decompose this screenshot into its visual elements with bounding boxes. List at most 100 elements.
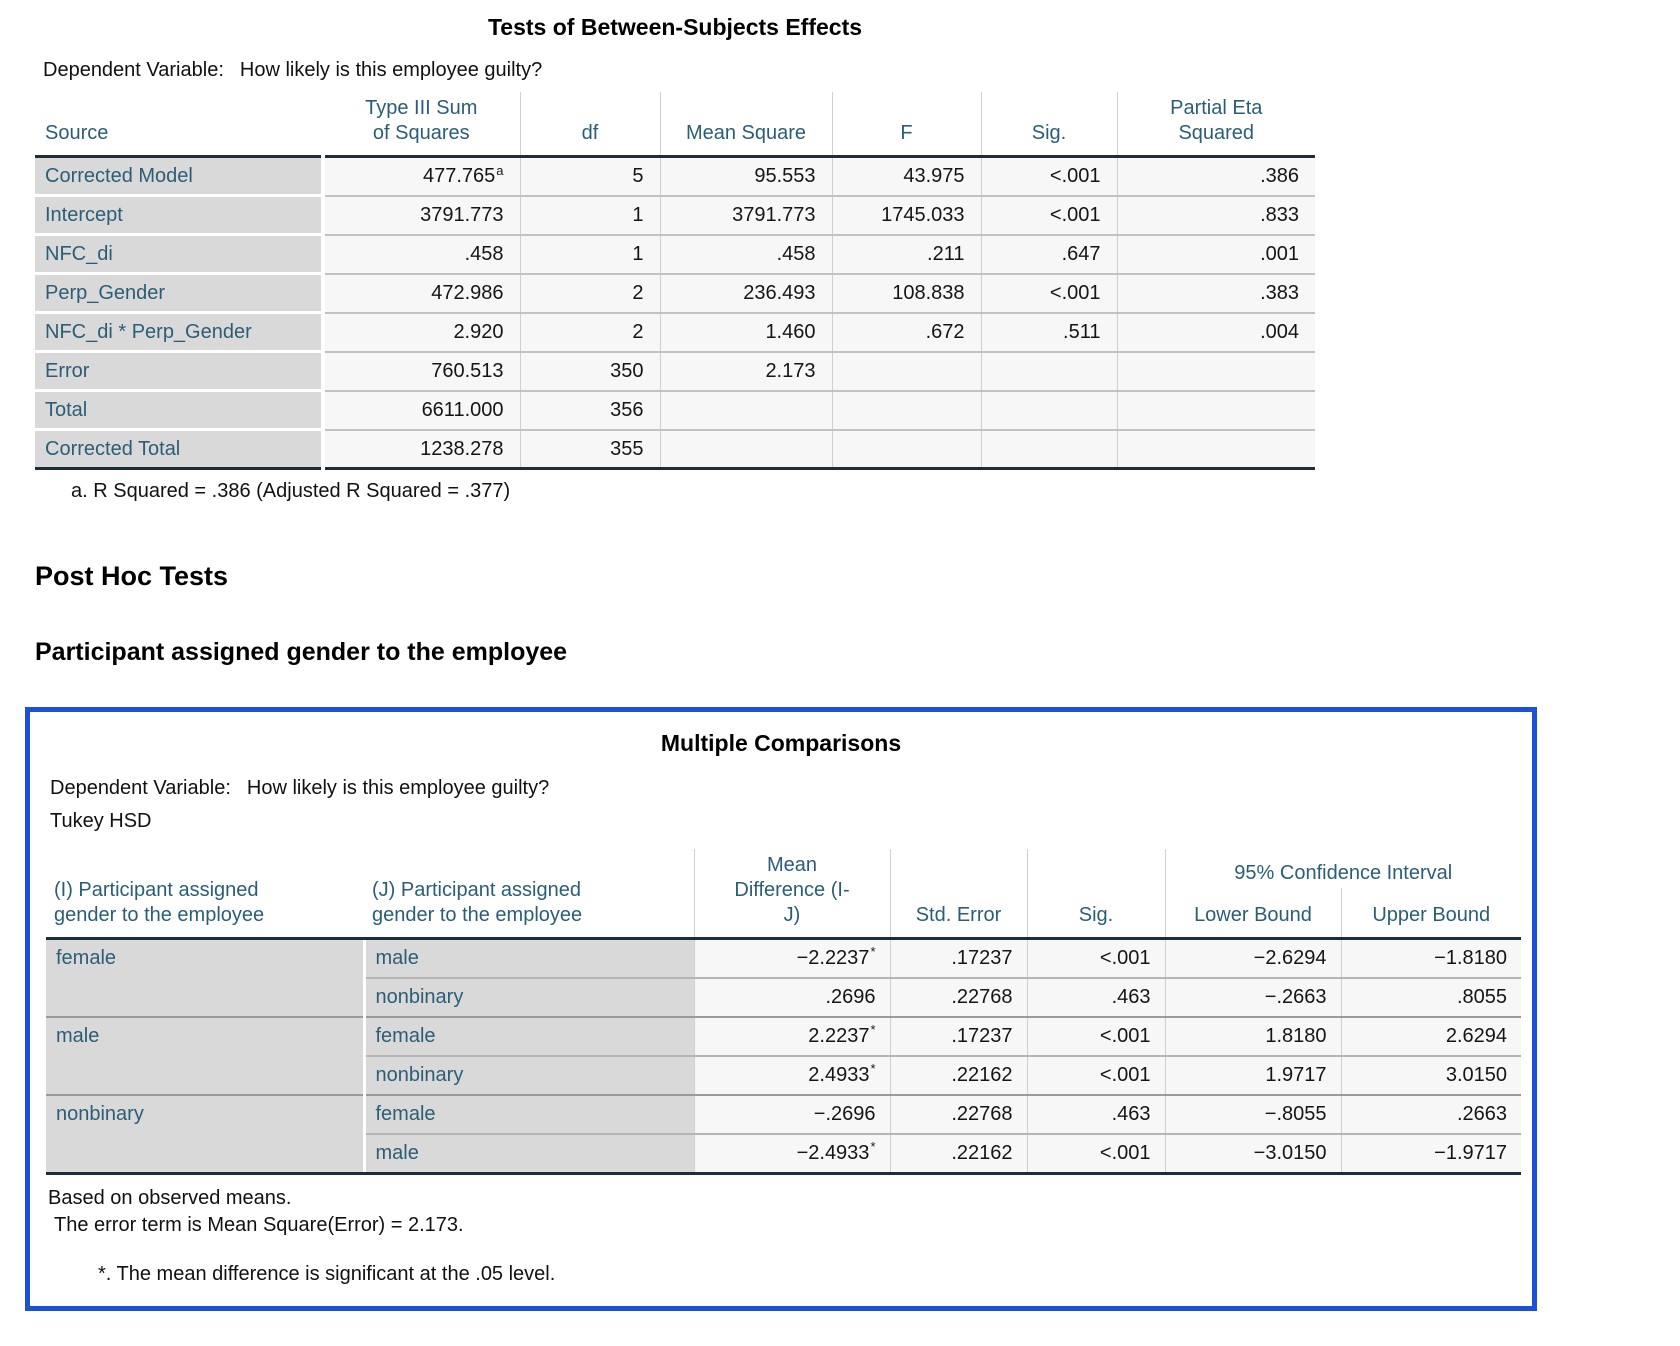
dependent-variable-label: Dependent Variable:: [43, 59, 224, 81]
footnote-observed-means: Based on observed means.: [48, 1187, 292, 1209]
cell-ss: 1238.278: [321, 429, 520, 470]
row-label: Error: [35, 351, 323, 392]
cell-eta: [1116, 390, 1315, 431]
col-sig: Sig.: [1026, 849, 1165, 940]
j-label: male: [362, 938, 694, 979]
cell-std-error: .22162: [889, 1056, 1027, 1096]
cell-eta: .383: [1116, 273, 1315, 314]
cell-sig: <.001: [1026, 1056, 1165, 1096]
row-label: Corrected Model: [35, 156, 323, 197]
cell-sig: <.001: [1026, 1017, 1165, 1057]
cell-ms: [659, 429, 832, 470]
dependent-variable-line: Dependent Variable: How likely is this em…: [50, 777, 1516, 800]
header-row: Source Type III Sum of Squares df Mean S…: [35, 92, 1315, 158]
cell-std-error: .22162: [889, 1134, 1027, 1175]
cell-df: 356: [519, 390, 660, 431]
cell-upper-bound: −1.8180: [1340, 938, 1522, 979]
cell-lower-bound: −2.6294: [1164, 938, 1341, 979]
i-group-label: male: [46, 1017, 364, 1096]
cell-eta: .386: [1116, 156, 1315, 197]
cell-std-error: .22768: [889, 1095, 1027, 1135]
page: { "colors": { "selection_blue": "#1d50d8…: [0, 14, 1680, 1346]
cell-eta: [1116, 351, 1315, 392]
row-label: NFC_di: [35, 234, 323, 275]
between-subjects-table[interactable]: Source Type III Sum of Squares df Mean S…: [35, 92, 1315, 470]
col-j-participant: (J) Participant assigned gender to the e…: [364, 849, 694, 940]
between-subjects-title: Tests of Between-Subjects Effects: [487, 14, 863, 40]
cell-ms: 95.553: [659, 156, 832, 197]
table-row: Intercept 3791.773 1 3791.773 1745.033 <…: [35, 195, 1315, 236]
cell-df: 2: [519, 273, 660, 314]
cell-df: 350: [519, 351, 660, 392]
cell-f: 108.838: [831, 273, 981, 314]
cell-sig: .511: [980, 312, 1117, 353]
col-confidence-interval: 95% Confidence Interval: [1164, 849, 1522, 889]
cell-ms: [659, 390, 832, 431]
col-upper-bound: Upper Bound: [1340, 888, 1522, 941]
cell-f: [831, 390, 981, 431]
cell-ss: 3791.773: [321, 195, 520, 236]
cell-f: 1745.033: [831, 195, 981, 236]
col-type-iii-sum: Type III Sum of Squares: [323, 92, 520, 158]
cell-df: 355: [519, 429, 660, 470]
table-row: male female 2.2237* .17237 <.001 1.8180 …: [46, 1017, 1522, 1096]
cell-f: 43.975: [831, 156, 981, 197]
cell-eta: .004: [1116, 312, 1315, 353]
table-row: nonbinary .2696 .22768 .463 −.2663 .8055: [46, 978, 1522, 1018]
table-row: NFC_di * Perp_Gender 2.920 2 1.460 .672 …: [35, 312, 1315, 353]
header-row: (I) Participant assigned gender to the e…: [46, 849, 1522, 940]
table-row: Total 6611.000 356: [35, 390, 1315, 431]
significance-asterisk: *: [870, 944, 876, 960]
col-sig: Sig.: [980, 92, 1117, 158]
significance-asterisk: *: [870, 1022, 876, 1038]
cell-lower-bound: −.2663: [1164, 978, 1341, 1018]
table-row: male −2.4933* .22162 <.001 −3.0150 −1.97…: [46, 1134, 1522, 1175]
cell-mean-difference: .2696: [693, 978, 890, 1018]
multiple-comparisons-selected-output[interactable]: Multiple Comparisons Dependent Variable:…: [25, 707, 1537, 1311]
cell-lower-bound: −3.0150: [1164, 1134, 1341, 1175]
table-row: NFC_di .458 1 .458 .211 .647 .001: [35, 234, 1315, 275]
cell-f: [831, 351, 981, 392]
cell-sig: .463: [1026, 978, 1165, 1018]
subheader-row: Lower Bound Upper Bound: [46, 888, 1522, 941]
cell-ms: 1.460: [659, 312, 832, 353]
cell-mean-difference: −2.2237*: [693, 938, 890, 979]
r-squared-footnote: a. R Squared = .386 (Adjusted R Squared …: [71, 480, 511, 502]
cell-mean-difference: −2.4933*: [693, 1134, 890, 1175]
col-mean-square: Mean Square: [659, 92, 832, 158]
cell-ss: 472.986: [321, 273, 520, 314]
cell-df: 1: [519, 195, 660, 236]
cell-upper-bound: 2.6294: [1340, 1017, 1522, 1057]
table-row: nonbinary 2.4933* .22162 <.001 1.9717 3.…: [46, 1056, 1522, 1096]
multiple-comparisons-title: Multiple Comparisons: [660, 730, 902, 756]
col-lower-bound: Lower Bound: [1164, 888, 1341, 941]
j-label: nonbinary: [362, 1056, 694, 1096]
table-row: Error 760.513 350 2.173: [35, 351, 1315, 392]
cell-mean-difference: 2.2237*: [693, 1017, 890, 1057]
cell-ss: 477.765a: [321, 156, 520, 197]
dependent-variable-value: How likely is this employee guilty?: [246, 777, 550, 799]
col-partial-eta: Partial Eta Squared: [1116, 92, 1315, 158]
table-row: Perp_Gender 472.986 2 236.493 108.838 <.…: [35, 273, 1315, 314]
cell-f: .211: [831, 234, 981, 275]
cell-sig: .647: [980, 234, 1117, 275]
cell-sig: <.001: [1026, 1134, 1165, 1175]
cell-ms: 236.493: [659, 273, 832, 314]
i-group-label: female: [46, 938, 364, 1018]
significance-asterisk: *: [870, 1139, 876, 1155]
cell-ss: .458: [321, 234, 520, 275]
cell-sig: [980, 429, 1117, 470]
cell-eta: .001: [1116, 234, 1315, 275]
post-hoc-tests-heading: Post Hoc Tests: [35, 561, 229, 591]
table-row: Corrected Total 1238.278 355: [35, 429, 1315, 470]
multiple-comparisons-table[interactable]: (I) Participant assigned gender to the e…: [46, 849, 1522, 1175]
footnote-marker-a: a: [496, 162, 504, 178]
significance-asterisk: *: [870, 1061, 876, 1077]
table-row: Corrected Model 477.765a 5 95.553 43.975…: [35, 156, 1315, 197]
i-group-label: nonbinary: [46, 1095, 364, 1175]
participant-gender-heading: Participant assigned gender to the emplo…: [35, 638, 568, 666]
dependent-variable-label: Dependent Variable:: [50, 777, 231, 799]
cell-df: 1: [519, 234, 660, 275]
col-f: F: [831, 92, 981, 158]
footnote-significance: *. The mean difference is significant at…: [98, 1263, 556, 1285]
